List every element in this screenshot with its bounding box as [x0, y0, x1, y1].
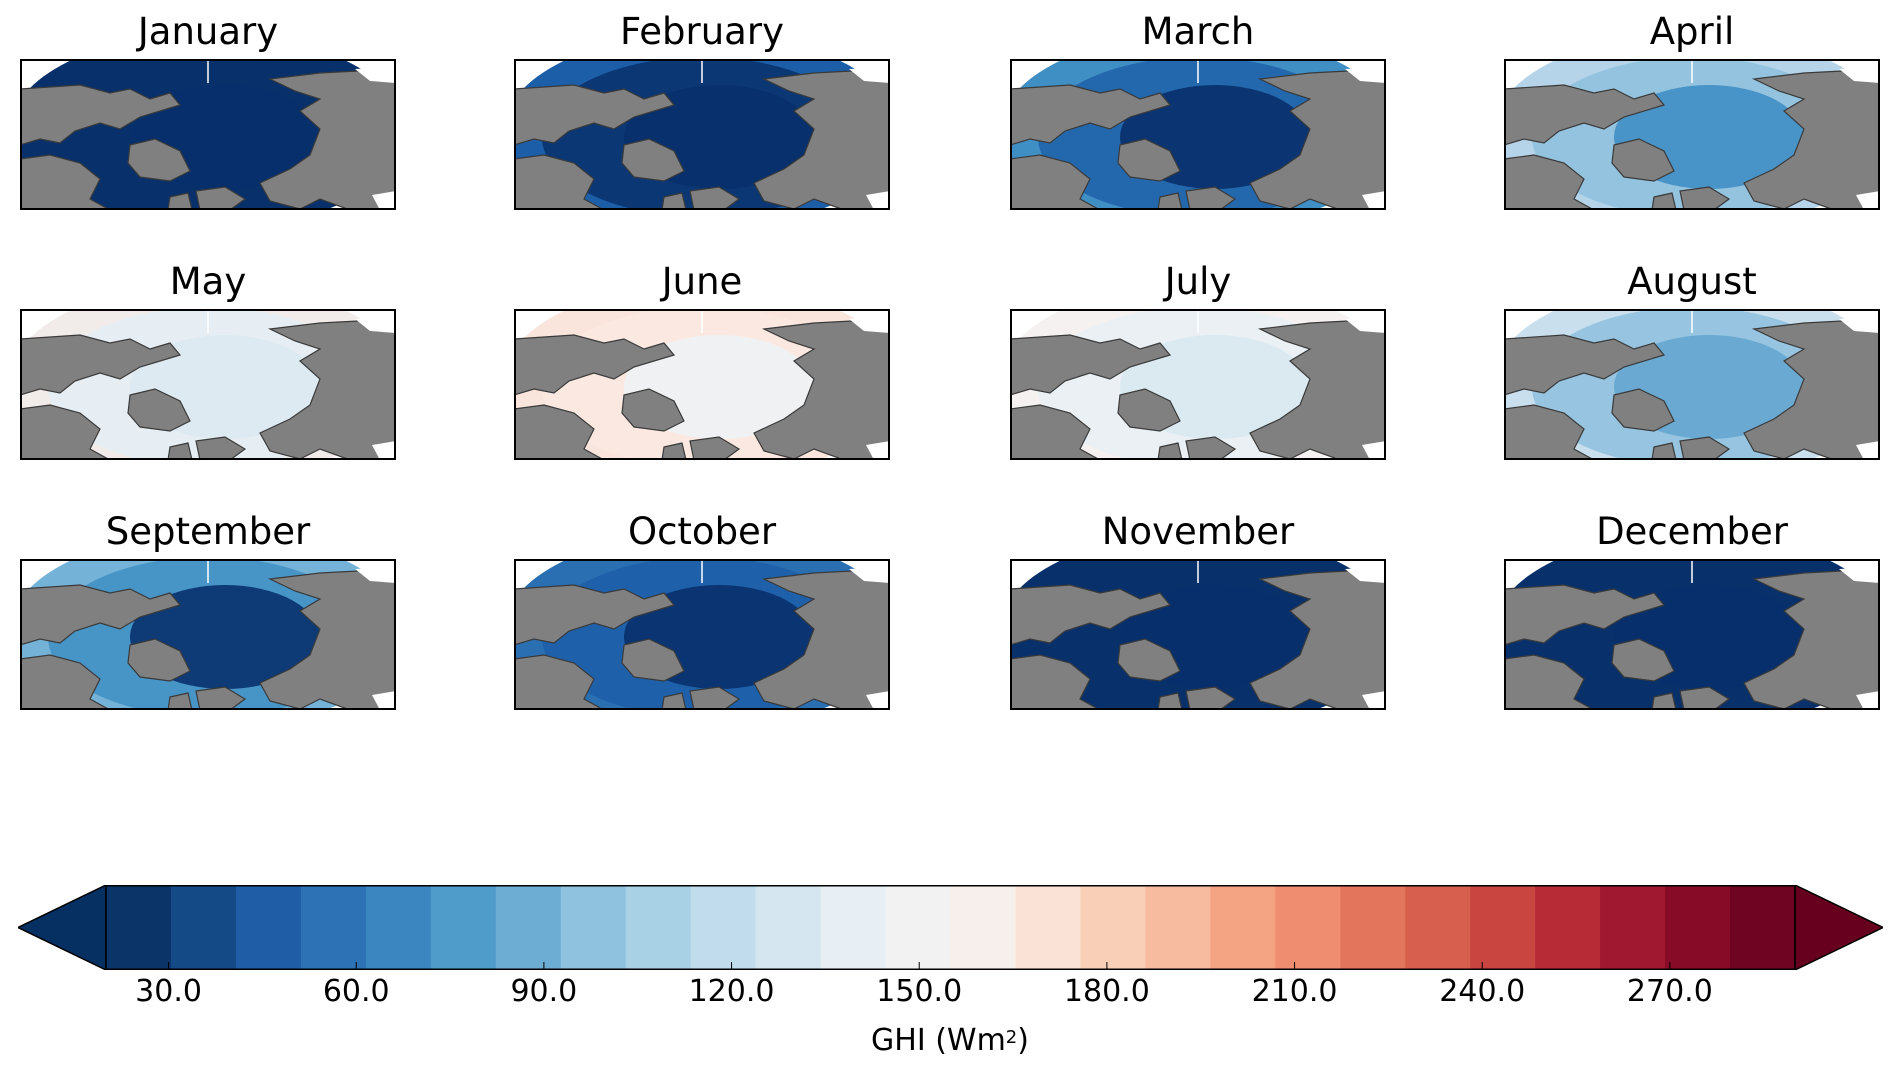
panel-title: July [1164, 260, 1232, 303]
colorbar-tick-label: 240.0 [1439, 974, 1526, 1009]
colorbar-bin [170, 885, 237, 970]
colorbar-tick-label: 120.0 [688, 974, 775, 1009]
panel-title: April [1649, 10, 1735, 53]
colorbar-label-text: GHI (Wm [871, 1023, 1006, 1058]
map-panel: March [1010, 12, 1386, 212]
colorbar-label-suffix: ) [1017, 1023, 1029, 1058]
colorbar-tick-label: 180.0 [1063, 974, 1150, 1009]
colorbar-tick-label: 30.0 [135, 974, 202, 1009]
colorbar-tick-label: 210.0 [1251, 974, 1338, 1009]
colorbar-bin [1210, 885, 1276, 970]
colorbar-bin [560, 885, 627, 970]
arctic-map [20, 559, 396, 710]
colorbar-bin [106, 885, 172, 970]
colorbar-tick-label: 60.0 [322, 974, 390, 1009]
panel-title: September [105, 510, 311, 553]
arctic-map [514, 59, 890, 210]
colorbar-bin [1275, 885, 1341, 970]
map-panel: May [20, 262, 396, 462]
map-panel: July [1010, 262, 1386, 462]
colorbar-bin [1470, 885, 1536, 970]
colorbar-bin [820, 885, 887, 970]
panel-title: December [1596, 510, 1788, 553]
colorbar-bin [1405, 885, 1471, 970]
colorbar-bin [1340, 885, 1406, 970]
colorbar-bin [885, 885, 951, 970]
map-panel: November [1010, 512, 1386, 712]
arctic-map [1504, 559, 1880, 710]
arctic-map [514, 559, 890, 710]
colorbar-tick-label: 270.0 [1626, 974, 1713, 1009]
colorbar-bin [1600, 885, 1666, 970]
map-panel: February [514, 12, 890, 212]
map-panel: January [20, 12, 396, 212]
colorbar-bin [235, 885, 302, 970]
colorbar-bin [690, 885, 757, 970]
colorbar [18, 885, 1883, 970]
arctic-map [1010, 59, 1386, 210]
panel-title: March [1141, 10, 1255, 53]
map-panel: August [1504, 262, 1880, 462]
map-panel: December [1504, 512, 1880, 712]
colorbar-over-arrow [1794, 885, 1883, 970]
panel-title: November [1101, 510, 1295, 553]
colorbar-bin [1080, 885, 1146, 970]
panel-title: February [620, 10, 784, 53]
panel-title: June [661, 260, 743, 303]
colorbar-under-arrow [18, 885, 107, 970]
colorbar-label-exponent: 2 [1005, 1027, 1018, 1048]
arctic-map [1504, 59, 1880, 210]
colorbar-bin [365, 885, 432, 970]
colorbar-bin [1145, 885, 1211, 970]
arctic-map [1010, 309, 1386, 460]
colorbar-bin [495, 885, 562, 970]
arctic-map [514, 309, 890, 460]
colorbar-bin [755, 885, 822, 970]
panel-title: January [137, 10, 279, 53]
colorbar-bin [1535, 885, 1601, 970]
panel-title: October [627, 510, 777, 553]
map-panel: October [514, 512, 890, 712]
colorbar-label: GHI (Wm2) [0, 1021, 1900, 1061]
colorbar-bin [1665, 885, 1731, 970]
map-panel: June [514, 262, 890, 462]
colorbar-bin [1015, 885, 1081, 970]
arctic-map [20, 59, 396, 210]
arctic-map [1504, 309, 1880, 460]
colorbar-bin [300, 885, 367, 970]
colorbar-bin [430, 885, 497, 970]
panel-title: August [1627, 260, 1757, 303]
colorbar-bin [625, 885, 692, 970]
map-panel: September [20, 512, 396, 712]
arctic-map [20, 309, 396, 460]
colorbar-tick-label: 90.0 [510, 974, 578, 1009]
panel-title: May [169, 260, 247, 303]
colorbar-tick-label: 150.0 [876, 974, 963, 1009]
colorbar-bin [1730, 885, 1796, 970]
colorbar-bin [950, 885, 1016, 970]
map-panel: April [1504, 12, 1880, 212]
arctic-map [1010, 559, 1386, 710]
